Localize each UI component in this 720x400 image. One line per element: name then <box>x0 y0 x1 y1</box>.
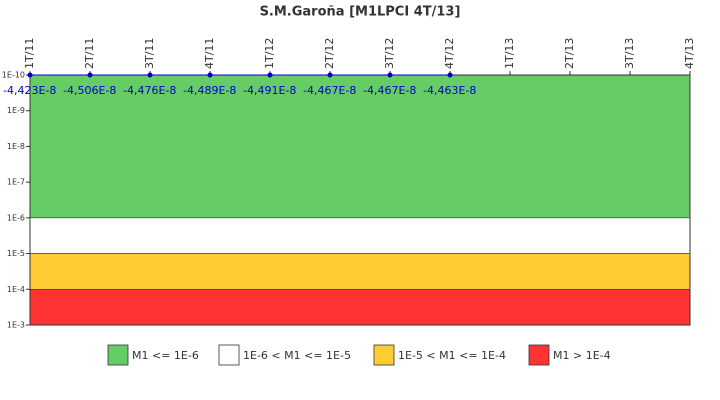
data-point <box>387 72 393 78</box>
x-tick-label: 3T/11 <box>143 38 156 69</box>
data-label: -4,491E-8 <box>243 84 296 97</box>
data-point <box>147 72 153 78</box>
x-tick-label: 3T/13 <box>623 38 636 69</box>
y-tick-label: 1E-4 <box>7 285 25 294</box>
threshold-band <box>29 288 691 326</box>
data-point <box>87 72 93 78</box>
data-label: -4,476E-8 <box>123 84 176 97</box>
y-tick-label: 1E-10 <box>2 71 25 80</box>
data-label: -4,467E-8 <box>363 84 416 97</box>
legend-label: M1 > 1E-4 <box>553 349 611 362</box>
x-tick-label: 4T/13 <box>683 38 696 69</box>
x-tick-label: 4T/11 <box>203 38 216 69</box>
data-label: -4,463E-8 <box>423 84 476 97</box>
x-tick-label: 1T/13 <box>503 38 516 69</box>
x-tick-label: 1T/11 <box>23 38 36 69</box>
threshold-band <box>29 253 691 290</box>
legend-swatch <box>528 344 550 366</box>
legend-label: 1E-5 < M1 <= 1E-4 <box>398 349 506 362</box>
x-tick-label: 4T/12 <box>443 38 456 69</box>
chart-title: S.M.Garoña [M1LPCI 4T/13] <box>260 5 461 20</box>
x-tick-label: 1T/12 <box>263 38 276 69</box>
data-point <box>267 72 273 78</box>
data-label: -4,467E-8 <box>303 84 356 97</box>
y-tick-label: 1E-3 <box>7 321 25 330</box>
y-tick-label: 1E-9 <box>7 106 25 115</box>
data-point <box>447 72 453 78</box>
legend-label: 1E-6 < M1 <= 1E-5 <box>243 349 351 362</box>
legend-swatch <box>218 344 240 366</box>
data-point <box>27 72 33 78</box>
data-point <box>327 72 333 78</box>
legend-swatch <box>107 344 129 366</box>
y-tick-label: 1E-7 <box>7 178 25 187</box>
y-tick-label: 1E-5 <box>7 249 25 258</box>
x-tick-label: 2T/13 <box>563 38 576 69</box>
data-label: -4,489E-8 <box>183 84 236 97</box>
legend-swatch <box>373 344 395 366</box>
x-tick-label: 3T/12 <box>383 38 396 69</box>
x-tick-label: 2T/11 <box>83 38 96 69</box>
data-label: -4,423E-8 <box>3 84 56 97</box>
threshold-band <box>29 217 691 254</box>
y-tick-label: 1E-6 <box>7 213 25 222</box>
threshold-band <box>29 74 691 219</box>
data-label: -4,506E-8 <box>63 84 116 97</box>
y-tick-label: 1E-8 <box>7 142 25 151</box>
x-tick-label: 2T/12 <box>323 38 336 69</box>
legend-label: M1 <= 1E-6 <box>132 349 199 362</box>
data-point <box>207 72 213 78</box>
